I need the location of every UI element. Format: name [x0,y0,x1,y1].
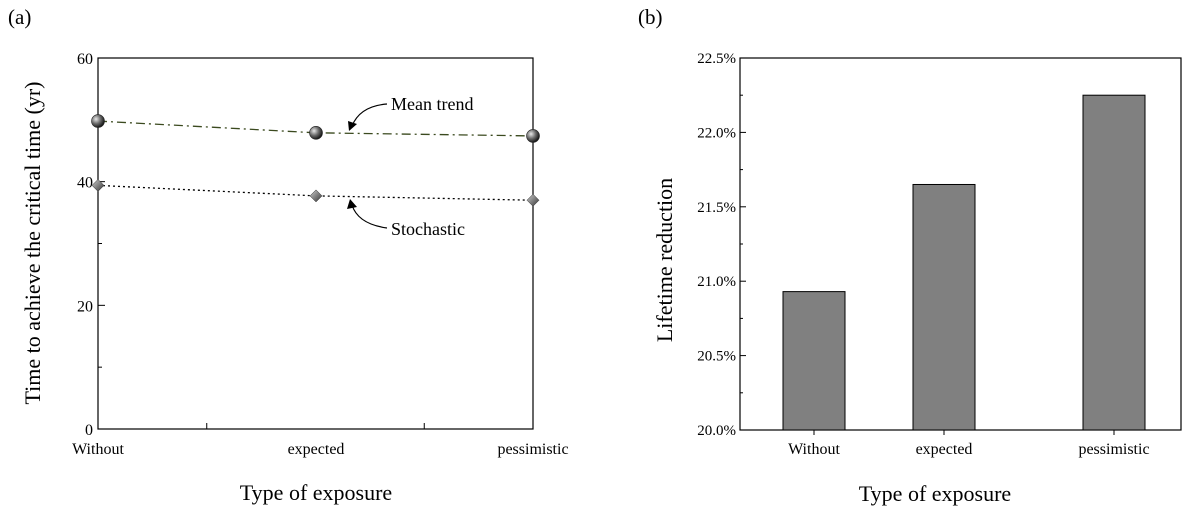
x-tick-label-b: pessimistic [1078,441,1149,458]
annotation-stochastic: Stochastic [391,219,465,239]
bar-expected [912,183,976,431]
annotation-arrow-mean-trend [351,103,388,127]
bar-pessimistic [1082,94,1146,431]
x-axis-title-a: Type of exposure [240,480,392,505]
line-chart-panel: (a) 0 20 40 60 Without expected pessimistic Me… [8,5,569,505]
y-tick-label-b: 21.5% [697,200,736,216]
x-tick-label-b: Without [788,441,840,458]
y-tick-label-a: 20 [77,298,93,315]
annotation-arrow-stochastic [351,204,388,229]
panel-label-b: (b) [638,5,663,29]
x-tick-label-a: pessimistic [497,441,568,458]
data-point-mean-trend [526,129,540,143]
y-axis-title-a: Time to achieve the critical time (yr) [20,82,45,405]
panel-label-a: (a) [8,5,31,29]
annotation-arrowhead-mean-trend [348,121,357,131]
bar-without [782,291,846,431]
annotation-mean-trend: Mean trend [391,94,473,114]
x-tick-label-a: Without [72,441,124,458]
data-point-mean-trend [91,114,105,128]
y-tick-label-a: 40 [77,175,93,192]
ticks-a: 0 20 40 60 Without expected pessimistic [72,51,568,458]
bar-chart-panel: (b) 20.0% 20.5% 21.0% 21.5% 22.0% 22.5% Withou… [638,5,1182,506]
annotation-arrowhead-stochastic [347,199,357,209]
y-tick-label-b: 20.0% [697,423,736,439]
ticks-b: 20.0% 20.5% 21.0% 21.5% 22.0% 22.5% Without exp… [697,51,1149,458]
y-tick-label-a: 60 [77,51,93,68]
annotations-a: Mean trend Stochastic [347,94,473,239]
y-tick-label-a: 0 [85,422,93,439]
x-tick-label-a: expected [288,441,345,458]
data-point-stochastic [91,179,105,192]
series-line-mean-trend [97,120,534,137]
series-a [91,114,540,207]
y-axis-title-b: Lifetime reduction [652,178,677,342]
data-point-stochastic [309,189,323,203]
x-tick-label-b: expected [916,441,973,458]
x-axis-title-b: Type of exposure [859,481,1011,506]
y-tick-label-b: 22.0% [697,125,736,141]
y-tick-label-b: 20.5% [697,349,736,365]
data-point-mean-trend [309,126,323,140]
y-tick-label-b: 21.0% [697,274,736,290]
data-point-stochastic [526,193,540,207]
bars-b [782,94,1146,431]
y-tick-label-b: 22.5% [697,51,736,67]
